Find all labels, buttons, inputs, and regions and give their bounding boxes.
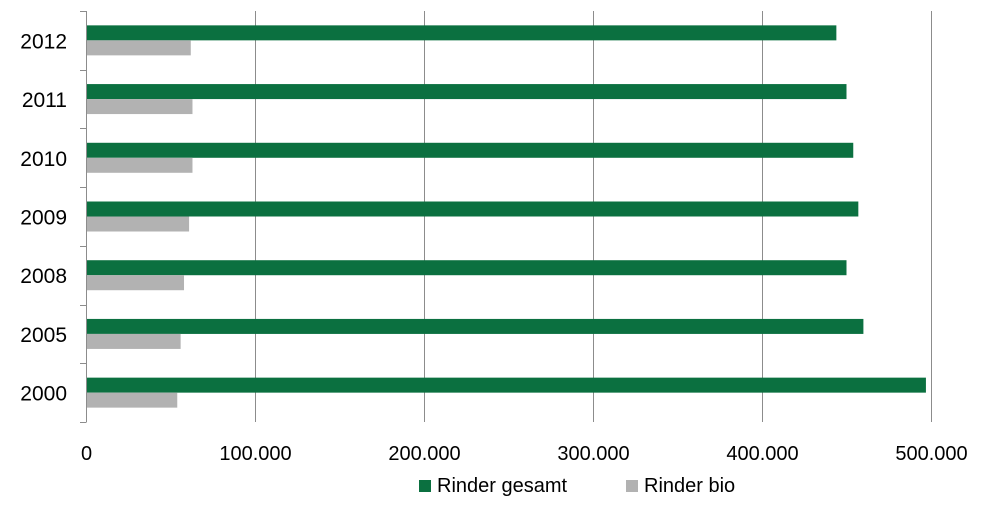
legend-label: Rinder gesamt bbox=[437, 475, 568, 497]
labels: 0 100.000 200.000 300.000 400.000 500.000 2012… bbox=[20, 30, 967, 465]
category-label: 2009 bbox=[20, 207, 67, 230]
legend: Rinder gesamt Rinder bio bbox=[419, 475, 735, 497]
bar-rinder-gesamt bbox=[87, 377, 926, 393]
category-label: 2012 bbox=[20, 30, 67, 53]
category-label: 2005 bbox=[20, 324, 67, 347]
x-tick-label: 200.000 bbox=[388, 443, 460, 465]
category-label: 2000 bbox=[20, 383, 67, 406]
x-tick-label: 500.000 bbox=[895, 443, 967, 465]
bar-rinder-gesamt bbox=[87, 260, 847, 276]
category-label: 2010 bbox=[20, 148, 67, 171]
bar-rinder-gesamt bbox=[87, 25, 837, 41]
legend-swatch bbox=[419, 480, 431, 492]
category-label: 2011 bbox=[22, 89, 67, 112]
x-tick-label: 100.000 bbox=[219, 443, 291, 465]
bar-rinder-bio bbox=[87, 216, 190, 232]
bar-rinder-gesamt bbox=[87, 201, 859, 217]
bar-rinder-bio bbox=[87, 275, 185, 291]
legend-swatch bbox=[626, 480, 638, 492]
bars bbox=[87, 25, 926, 408]
bar-rinder-gesamt bbox=[87, 318, 864, 334]
axes bbox=[80, 11, 87, 423]
x-tick-label: 400.000 bbox=[726, 443, 798, 465]
bar-rinder-bio bbox=[87, 99, 193, 115]
bar-rinder-bio bbox=[87, 392, 178, 408]
bar-rinder-gesamt bbox=[87, 84, 847, 100]
bar-rinder-gesamt bbox=[87, 142, 854, 158]
bar-rinder-bio bbox=[87, 157, 193, 173]
bar-rinder-bio bbox=[87, 333, 181, 349]
bar-rinder-bio bbox=[87, 40, 191, 56]
legend-label: Rinder bio bbox=[644, 475, 735, 497]
category-label: 2008 bbox=[20, 265, 67, 288]
x-tick-label: 300.000 bbox=[557, 443, 629, 465]
x-tick-label: 0 bbox=[81, 443, 92, 465]
